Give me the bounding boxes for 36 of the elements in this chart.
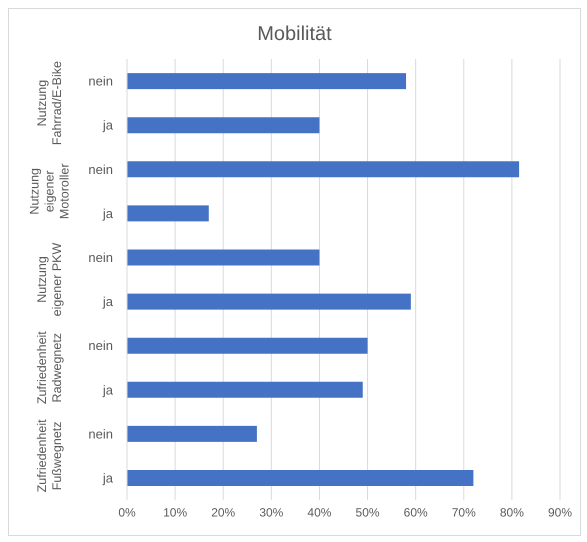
y-tick-label: nein xyxy=(88,338,113,354)
y-tick-label: ja xyxy=(102,294,114,310)
bar xyxy=(127,250,320,266)
x-tick-label: 40% xyxy=(307,506,332,520)
bar xyxy=(127,73,406,90)
x-tick-label: 50% xyxy=(356,506,380,520)
x-tick-label: 30% xyxy=(259,506,284,520)
x-tick-label: 60% xyxy=(404,506,428,520)
x-tick-label: 0% xyxy=(118,506,136,520)
text: Nutzung eigener Motoroller xyxy=(27,164,72,220)
text: Nutzung eigener PKW xyxy=(34,242,64,316)
y-tick-label: nein xyxy=(88,250,113,265)
y-tick-label: ja xyxy=(102,206,114,221)
text: Nutzung Fahrrad/E-Bike xyxy=(34,61,64,146)
x-tick-label: 10% xyxy=(163,506,188,520)
bar xyxy=(127,470,474,486)
y-tick-label: ja xyxy=(102,470,114,486)
y-tick-label: ja xyxy=(102,382,114,398)
y-tick-label: nein xyxy=(88,74,113,89)
bar xyxy=(127,382,363,398)
bar xyxy=(127,426,257,442)
text: Zufriedenheit Fußwegnetz xyxy=(34,418,64,492)
bar xyxy=(127,161,520,178)
text: Zufriedenheit Radwegnetz xyxy=(34,330,64,404)
bar xyxy=(127,117,320,134)
y-tick-label: nein xyxy=(88,426,113,442)
x-tick-label: 70% xyxy=(452,506,476,520)
bar xyxy=(127,294,411,310)
x-tick-label: 80% xyxy=(500,506,524,520)
bar xyxy=(127,205,209,222)
y-tick-label: nein xyxy=(88,162,113,177)
x-tick-label: 90% xyxy=(548,506,572,520)
y-tick-label: ja xyxy=(102,118,114,133)
x-tick-label: 20% xyxy=(211,506,236,520)
bar xyxy=(127,338,368,354)
chart-title: Mobilität xyxy=(256,23,333,46)
